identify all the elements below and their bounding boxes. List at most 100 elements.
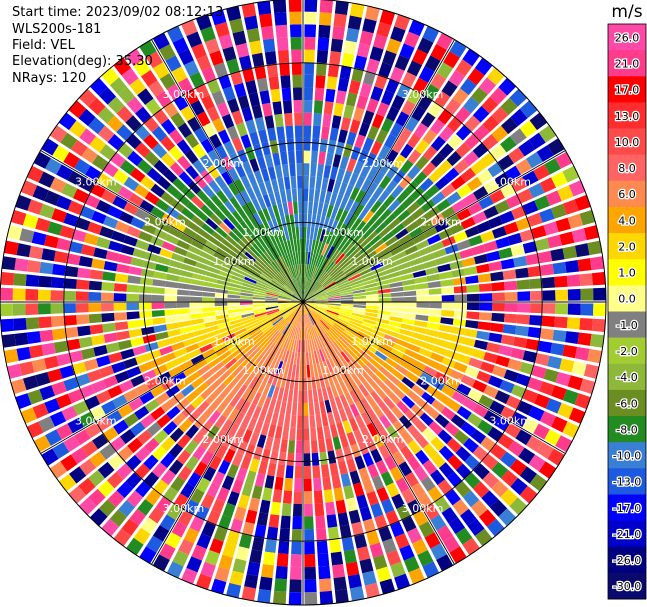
gate-cell bbox=[179, 270, 194, 278]
gate-cell bbox=[190, 279, 205, 286]
gate-cell bbox=[272, 231, 281, 245]
gate-cell bbox=[323, 165, 332, 179]
gate-cell bbox=[67, 170, 84, 187]
gate-cell bbox=[303, 339, 306, 353]
gate-cell bbox=[274, 578, 287, 592]
gate-cell bbox=[287, 266, 294, 279]
gate-cell bbox=[346, 131, 357, 146]
gate-cell bbox=[378, 444, 391, 460]
gate-cell bbox=[401, 100, 416, 116]
gate-cell bbox=[280, 439, 288, 453]
gate-cell bbox=[195, 83, 210, 99]
gate-cell bbox=[540, 263, 554, 276]
gate-cell bbox=[245, 119, 257, 134]
gate-cell bbox=[164, 233, 179, 245]
gate-cell bbox=[372, 433, 385, 448]
gate-cell bbox=[370, 390, 382, 404]
gate-cell bbox=[318, 335, 326, 348]
gate-cell bbox=[340, 473, 352, 487]
gate-cell bbox=[316, 528, 327, 542]
colorbar-tick: 26.0 bbox=[615, 31, 640, 44]
gate-cell bbox=[22, 375, 39, 391]
gate-cell bbox=[328, 302, 341, 304]
gate-cell bbox=[284, 323, 292, 336]
gate-cell bbox=[235, 331, 249, 340]
gate-cell bbox=[318, 349, 326, 362]
gate-cell bbox=[347, 214, 358, 228]
gate-cell bbox=[286, 282, 295, 293]
gate-cell bbox=[387, 325, 401, 333]
gate-cell bbox=[384, 455, 397, 471]
gate-cell bbox=[529, 278, 543, 289]
gate-cell bbox=[238, 534, 252, 549]
gate-cell bbox=[209, 133, 222, 149]
gate-cell bbox=[478, 509, 497, 527]
gate-cell bbox=[184, 439, 199, 455]
gate-cell bbox=[424, 532, 441, 549]
gate-cell bbox=[101, 400, 117, 415]
gate-cell bbox=[135, 239, 150, 251]
gate-cell bbox=[171, 341, 185, 352]
gate-cell bbox=[273, 332, 283, 345]
gate-cell bbox=[338, 460, 348, 475]
gate-cell bbox=[307, 326, 311, 340]
gate-cell bbox=[516, 279, 530, 290]
gate-cell bbox=[106, 471, 124, 489]
gate-cell bbox=[363, 318, 377, 325]
gate-cell bbox=[491, 281, 505, 292]
gate-cell bbox=[244, 320, 257, 328]
gate-cell bbox=[78, 477, 96, 496]
gate-cell bbox=[333, 13, 347, 28]
gate-cell bbox=[205, 374, 219, 386]
gate-cell bbox=[223, 448, 236, 464]
gate-cell bbox=[430, 469, 446, 486]
gate-cell bbox=[181, 567, 198, 585]
gate-cell bbox=[397, 261, 411, 271]
gate-cell bbox=[252, 294, 266, 298]
gate-cell bbox=[222, 185, 234, 200]
gate-cell bbox=[177, 510, 193, 527]
gate-cell bbox=[215, 247, 229, 258]
gate-cell bbox=[354, 203, 365, 217]
gate-cell bbox=[258, 277, 271, 285]
gate-cell bbox=[557, 185, 574, 202]
gate-cell bbox=[344, 329, 356, 339]
gate-cell bbox=[355, 175, 366, 190]
gate-cell bbox=[354, 387, 365, 401]
gate-cell bbox=[256, 257, 268, 268]
gate-cell bbox=[389, 281, 403, 288]
gate-cell bbox=[67, 417, 84, 434]
gate-cell bbox=[378, 62, 393, 78]
gate-cell bbox=[365, 437, 377, 452]
colorbar-tick: 17.0 bbox=[615, 84, 640, 97]
gate-cell bbox=[244, 373, 255, 387]
gate-cell bbox=[393, 250, 407, 261]
gate-cell bbox=[430, 352, 445, 363]
gate-cell bbox=[259, 274, 272, 283]
gate-cell bbox=[224, 234, 237, 246]
gate-cell bbox=[19, 361, 35, 376]
gate-cell bbox=[316, 254, 324, 268]
gate-cell bbox=[383, 396, 396, 410]
gate-cell bbox=[377, 400, 390, 414]
gate-cell bbox=[343, 378, 353, 392]
gate-cell bbox=[278, 304, 291, 308]
gate-cell bbox=[285, 311, 295, 321]
gate-cell bbox=[135, 106, 152, 123]
gate-cell bbox=[63, 377, 79, 392]
gate-cell bbox=[327, 262, 337, 274]
gate-cell bbox=[272, 359, 281, 373]
gate-cell bbox=[227, 302, 240, 306]
gate-cell bbox=[196, 55, 212, 71]
gate-cell bbox=[107, 134, 124, 151]
gate-cell bbox=[339, 312, 352, 318]
gate-cell bbox=[526, 435, 543, 453]
gate-cell bbox=[245, 470, 257, 485]
gate-cell bbox=[407, 165, 421, 180]
gate-cell bbox=[304, 24, 317, 38]
gate-cell bbox=[366, 254, 380, 264]
gate-cell bbox=[415, 282, 429, 290]
gate-cell bbox=[227, 305, 241, 310]
gate-cell bbox=[165, 532, 182, 549]
gate-cell bbox=[359, 328, 372, 336]
